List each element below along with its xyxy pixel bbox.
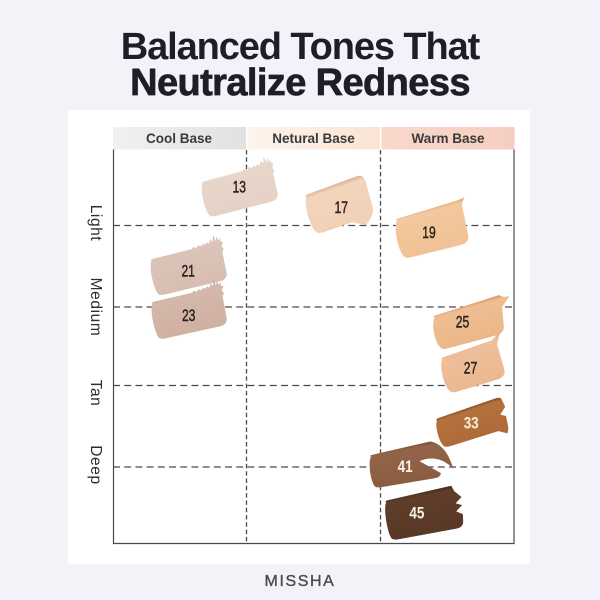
svg-text:25: 25 <box>456 313 470 332</box>
svg-text:Deep: Deep <box>87 445 104 484</box>
svg-text:Warm Base: Warm Base <box>411 131 485 146</box>
svg-text:Tan: Tan <box>87 380 104 407</box>
svg-text:13: 13 <box>233 177 247 196</box>
svg-text:23: 23 <box>182 306 196 325</box>
svg-text:27: 27 <box>464 359 478 378</box>
svg-text:19: 19 <box>422 223 436 242</box>
svg-text:Netural Base: Netural Base <box>272 131 355 146</box>
svg-text:Light: Light <box>87 205 104 242</box>
svg-text:21: 21 <box>181 262 195 281</box>
svg-text:Medium: Medium <box>87 278 104 337</box>
svg-text:41: 41 <box>398 458 413 476</box>
svg-text:Cool Base: Cool Base <box>146 131 213 146</box>
svg-text:33: 33 <box>464 415 479 433</box>
svg-text:17: 17 <box>335 198 349 217</box>
svg-text:45: 45 <box>409 505 424 523</box>
